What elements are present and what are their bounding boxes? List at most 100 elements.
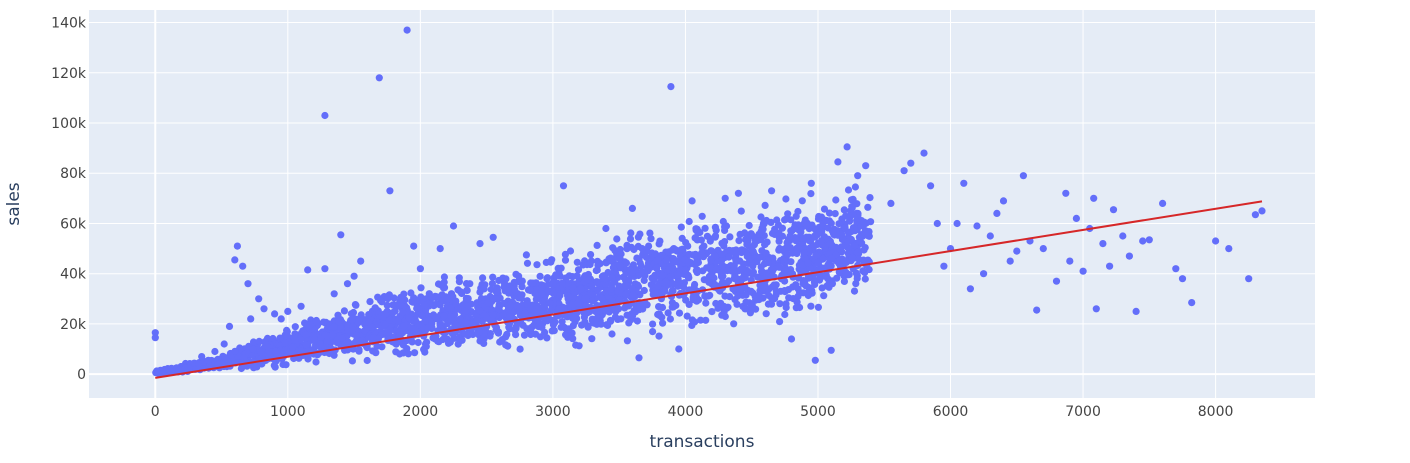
data-point: [742, 298, 750, 306]
data-point: [626, 235, 635, 243]
x-tick-label: 5000: [800, 404, 836, 420]
data-point: [396, 350, 404, 358]
data-point: [410, 294, 418, 302]
data-point: [349, 326, 357, 334]
data-point: [661, 287, 669, 295]
data-point: [549, 321, 558, 329]
data-point: [801, 249, 809, 257]
data-point: [592, 267, 600, 275]
x-tick-label: 0: [151, 404, 160, 420]
data-point: [440, 273, 448, 281]
data-point: [565, 325, 573, 333]
data-point: [1225, 245, 1233, 253]
data-point: [861, 268, 869, 277]
data-point: [399, 341, 407, 349]
y-tick-label: 0: [77, 367, 86, 383]
data-point: [850, 287, 859, 295]
data-point: [355, 317, 363, 325]
data-point: [666, 315, 675, 323]
data-point: [550, 327, 558, 335]
data-point: [1251, 211, 1259, 219]
data-point: [742, 291, 750, 299]
data-point: [647, 235, 655, 243]
data-point: [662, 256, 671, 264]
data-point: [1172, 265, 1180, 273]
data-point: [825, 209, 834, 217]
data-point: [1019, 172, 1027, 180]
data-point: [820, 205, 829, 213]
data-point: [385, 316, 393, 324]
data-point: [621, 276, 630, 284]
data-point: [600, 272, 608, 280]
data-point: [1109, 206, 1118, 214]
data-point: [489, 273, 497, 281]
data-point: [306, 321, 314, 329]
data-point: [371, 304, 379, 312]
data-point: [608, 330, 616, 338]
data-point: [548, 256, 556, 264]
data-point: [684, 273, 693, 281]
data-point: [449, 222, 458, 230]
data-point: [247, 315, 255, 323]
data-point: [623, 337, 632, 345]
data-point: [536, 272, 544, 280]
data-point: [717, 250, 726, 258]
data-point: [741, 274, 749, 282]
data-point: [277, 315, 285, 323]
data-point: [320, 318, 328, 326]
data-point: [633, 317, 642, 325]
data-point: [288, 343, 297, 351]
y-tick-label: 120k: [51, 66, 87, 82]
data-point: [475, 328, 483, 336]
data-point: [456, 315, 464, 323]
data-point: [655, 332, 663, 340]
data-point: [610, 278, 618, 286]
data-point: [697, 316, 705, 324]
data-point: [328, 331, 336, 339]
data-point: [447, 313, 455, 321]
data-point: [428, 320, 436, 328]
data-point: [558, 279, 566, 287]
data-point: [390, 294, 398, 302]
data-point: [702, 292, 711, 300]
data-point: [613, 235, 621, 243]
data-point: [476, 307, 484, 315]
data-point: [799, 234, 807, 242]
data-point: [814, 303, 823, 311]
data-point: [861, 275, 869, 283]
data-point: [234, 352, 242, 360]
data-point: [1090, 194, 1098, 202]
data-point: [768, 187, 776, 195]
data-point: [697, 236, 706, 244]
data-point: [316, 340, 324, 348]
data-point: [623, 311, 631, 319]
data-point: [693, 297, 701, 305]
data-point: [418, 312, 426, 320]
data-point: [615, 296, 624, 304]
data-point: [573, 258, 581, 266]
data-point: [389, 309, 397, 317]
data-point: [646, 229, 654, 237]
data-point: [536, 308, 544, 316]
data-point: [802, 221, 811, 229]
data-point: [231, 256, 239, 264]
data-point: [772, 287, 780, 295]
data-point: [725, 277, 733, 285]
data-point: [682, 239, 690, 247]
data-point: [400, 322, 408, 330]
data-point: [593, 278, 601, 286]
data-point: [458, 336, 466, 344]
data-point: [792, 212, 800, 220]
data-point: [771, 225, 779, 233]
data-point: [762, 310, 770, 318]
data-point: [754, 273, 762, 281]
data-point: [573, 272, 581, 280]
data-point: [756, 281, 764, 289]
data-point: [993, 209, 1001, 217]
data-point: [668, 246, 677, 254]
data-point: [628, 204, 637, 212]
data-point: [516, 345, 524, 353]
grid-layer: [89, 10, 1315, 398]
data-point: [352, 301, 360, 309]
data-point: [521, 309, 529, 317]
